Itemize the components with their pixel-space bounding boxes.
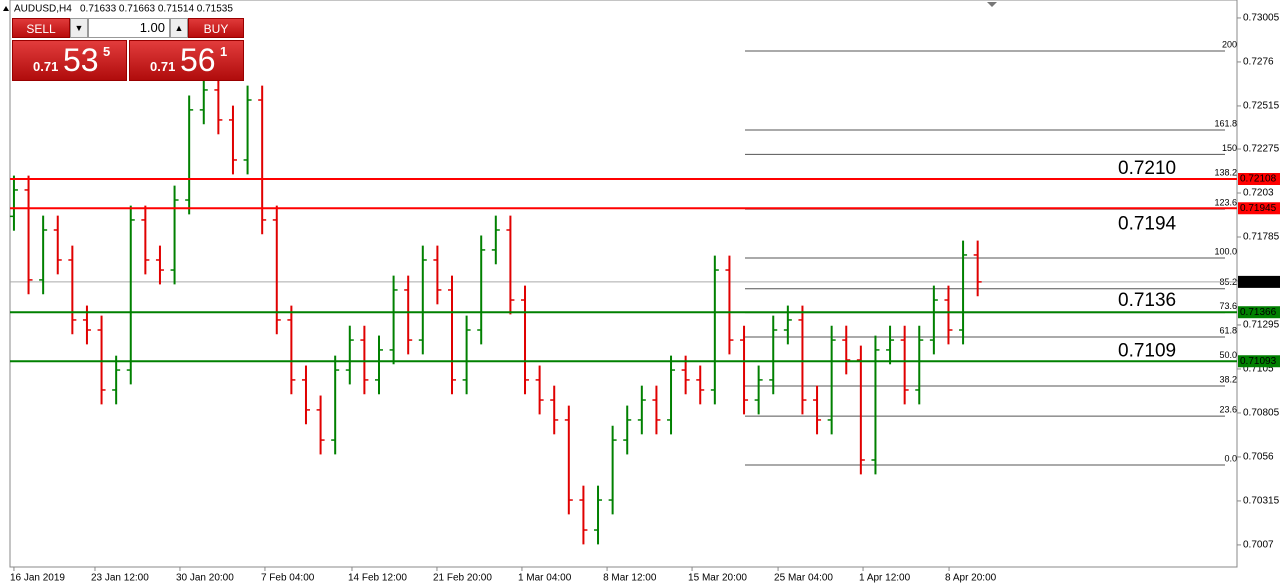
x-tick-label: 21 Feb 20:00: [433, 573, 492, 584]
y-tick-label: 0.71295: [1243, 320, 1280, 331]
level-box-label: 0.72108: [1240, 174, 1277, 185]
y-tick-label: 0.72515: [1243, 101, 1280, 112]
fib-label: 100.0: [1214, 246, 1237, 256]
bid-point: 5: [103, 44, 111, 59]
y-tick-label: 0.7105: [1243, 364, 1274, 375]
bid-prefix: 0.71: [33, 59, 59, 74]
fib-label: 123.6: [1214, 198, 1237, 208]
lot-down[interactable]: ▼: [70, 18, 88, 38]
x-tick-label: 8 Apr 20:00: [945, 573, 997, 584]
ask-big: 56: [180, 42, 216, 78]
fib-label: 61.8: [1219, 325, 1237, 335]
fib-label: 73.6: [1219, 301, 1237, 311]
x-tick-label: 15 Mar 20:00: [688, 573, 747, 584]
level-box: [1238, 306, 1280, 319]
ask-prefix: 0.71: [150, 59, 176, 74]
y-tick-label: 0.70315: [1243, 496, 1280, 507]
collapse-icon: [3, 6, 9, 11]
lot-input[interactable]: 1.00: [88, 18, 170, 38]
level-box-label: 0.71093: [1240, 356, 1277, 367]
ask-point: 1: [220, 44, 228, 59]
bid-big: 53: [63, 42, 99, 78]
level-annotation: 0.7109: [1118, 340, 1176, 361]
fib-label: 200: [1222, 39, 1237, 49]
level-box-label: 0.71366: [1240, 307, 1277, 318]
y-tick-label: 0.73005: [1243, 13, 1280, 24]
fib-label: 150: [1222, 143, 1237, 153]
y-tick-label: 0.7276: [1243, 57, 1274, 68]
level-box-label: 0.71945: [1240, 203, 1277, 214]
level-box: [1238, 173, 1280, 186]
level-annotation: 0.7136: [1118, 290, 1176, 311]
y-tick-label: 0.70805: [1243, 408, 1280, 419]
trade-panel: SELL ▼ 1.00 ▲ BUY 0.71 53 5 0.71 56 1: [12, 18, 244, 81]
bid-quote[interactable]: 0.71 53 5: [12, 40, 127, 81]
current-price-box: [1238, 275, 1280, 288]
fib-label: 50.0: [1219, 350, 1237, 360]
x-tick-label: 30 Jan 20:00: [176, 573, 234, 584]
y-tick-label: 0.72275: [1243, 144, 1280, 155]
plot-frame: [9, 0, 1238, 568]
level-annotation: 0.7210: [1118, 158, 1176, 179]
y-tick-label: 0.7203: [1243, 188, 1274, 199]
lot-up[interactable]: ▲: [170, 18, 188, 38]
y-tick-label: 0.7056: [1243, 452, 1274, 463]
x-tick-label: 1 Mar 04:00: [518, 573, 572, 584]
x-tick-label: 16 Jan 2019: [10, 573, 65, 584]
ohlc-readout: 0.71633 0.71663 0.71514 0.71535: [80, 4, 233, 15]
y-tick-label: 0.7007: [1243, 540, 1274, 551]
current-price-label: 0.71535: [1240, 277, 1277, 288]
x-tick-label: 23 Jan 12:00: [91, 573, 149, 584]
fib-label: 138.2: [1214, 167, 1237, 177]
x-tick-label: 7 Feb 04:00: [261, 573, 315, 584]
level-box: [1238, 355, 1280, 368]
fib-label: 161.8: [1214, 118, 1237, 128]
x-tick-label: 25 Mar 04:00: [774, 573, 833, 584]
fib-label: 38.2: [1219, 374, 1237, 384]
level-annotation: 0.7194: [1118, 213, 1177, 234]
level-box: [1238, 202, 1280, 215]
fib-label: 23.6: [1219, 405, 1237, 415]
y-tick-label: 0.71785: [1243, 232, 1280, 243]
sell-button[interactable]: SELL: [12, 18, 70, 38]
x-tick-label: 14 Feb 12:00: [348, 573, 407, 584]
x-tick-label: 1 Apr 12:00: [859, 573, 911, 584]
ask-quote[interactable]: 0.71 56 1: [129, 40, 244, 81]
buy-button[interactable]: BUY: [188, 18, 244, 38]
x-tick-label: 8 Mar 12:00: [603, 573, 657, 584]
symbol: AUDUSD,H4: [14, 4, 72, 15]
shift-marker: [987, 2, 997, 7]
fib-label: 0.0: [1224, 453, 1237, 463]
